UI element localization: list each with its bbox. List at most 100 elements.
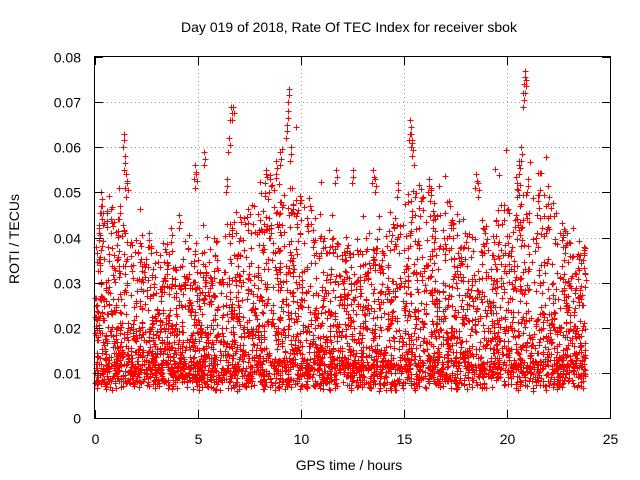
data-point: [330, 287, 337, 294]
data-point: [108, 310, 115, 317]
data-point: [332, 278, 339, 285]
data-point: [552, 236, 559, 243]
data-point: [389, 309, 396, 316]
data-point: [425, 262, 432, 269]
data-point: [360, 303, 367, 310]
data-point: [537, 280, 544, 287]
data-point: [265, 296, 272, 303]
data-point: [505, 240, 512, 247]
data-point: [578, 349, 585, 356]
data-point: [120, 222, 127, 229]
data-point: [428, 329, 435, 336]
data-point: [238, 333, 245, 340]
data-point: [514, 236, 521, 243]
data-point: [186, 271, 193, 278]
data-point: [297, 339, 304, 346]
data-point: [552, 310, 559, 317]
data-point: [370, 246, 377, 253]
data-point: [95, 268, 102, 275]
data-point: [116, 185, 123, 192]
data-point: [182, 303, 189, 310]
data-point: [294, 299, 301, 306]
data-point: [286, 323, 293, 330]
data-point: [521, 259, 528, 266]
data-point: [161, 325, 168, 332]
data-point: [519, 237, 526, 244]
data-point: [290, 262, 297, 269]
data-point: [422, 282, 429, 289]
data-point: [207, 246, 214, 253]
data-point: [342, 258, 349, 265]
data-point: [158, 361, 165, 368]
data-point: [255, 285, 262, 292]
data-point: [407, 232, 414, 239]
data-point: [125, 337, 132, 344]
data-point: [141, 376, 148, 383]
data-point: [313, 275, 320, 282]
data-point: [326, 227, 333, 234]
data-point: [263, 260, 270, 267]
data-point: [149, 321, 156, 328]
data-point: [294, 285, 301, 292]
data-point: [420, 338, 427, 345]
data-point: [172, 325, 179, 332]
data-point: [423, 301, 430, 308]
data-point: [452, 314, 459, 321]
data-point: [464, 263, 471, 270]
data-point: [144, 287, 151, 294]
data-point: [241, 215, 248, 222]
data-point: [180, 256, 187, 263]
data-point: [191, 354, 198, 361]
data-point: [565, 259, 572, 266]
data-point: [214, 265, 221, 272]
data-point: [201, 379, 208, 386]
data-point: [171, 294, 178, 301]
data-point: [468, 287, 475, 294]
data-point: [498, 283, 505, 290]
data-point: [484, 341, 491, 348]
data-point: [394, 236, 401, 243]
data-point: [123, 258, 130, 265]
data-point: [225, 351, 232, 358]
data-point: [468, 254, 475, 261]
data-point: [551, 309, 558, 316]
data-point: [429, 318, 436, 325]
data-point: [444, 351, 451, 358]
data-point: [517, 232, 524, 239]
data-point: [408, 337, 415, 344]
data-point: [429, 248, 436, 255]
data-point: [547, 330, 554, 337]
data-point: [301, 240, 308, 247]
data-point: [442, 295, 449, 302]
data-point: [364, 306, 371, 313]
data-point: [319, 284, 326, 291]
data-point: [257, 217, 264, 224]
data-point: [259, 309, 266, 316]
data-point: [574, 355, 581, 362]
data-point: [278, 304, 285, 311]
data-point: [212, 253, 219, 260]
data-point: [196, 303, 203, 310]
data-point: [106, 193, 113, 200]
data-point: [166, 382, 173, 389]
data-point: [108, 332, 115, 339]
data-point: [106, 258, 113, 265]
data-point: [295, 238, 302, 245]
data-point: [325, 308, 332, 315]
data-point: [492, 285, 499, 292]
data-point: [263, 214, 270, 221]
data-point: [577, 318, 584, 325]
data-point: [332, 294, 339, 301]
data-point: [534, 317, 541, 324]
data-point: [300, 322, 307, 329]
data-point: [570, 225, 577, 232]
data-point: [435, 345, 442, 352]
data-point: [251, 273, 258, 280]
data-point: [271, 371, 278, 378]
data-point: [418, 198, 425, 205]
data-point: [169, 248, 176, 255]
data-point: [275, 224, 282, 231]
data-point: [187, 346, 194, 353]
data-point: [392, 215, 399, 222]
data-point: [319, 304, 326, 311]
